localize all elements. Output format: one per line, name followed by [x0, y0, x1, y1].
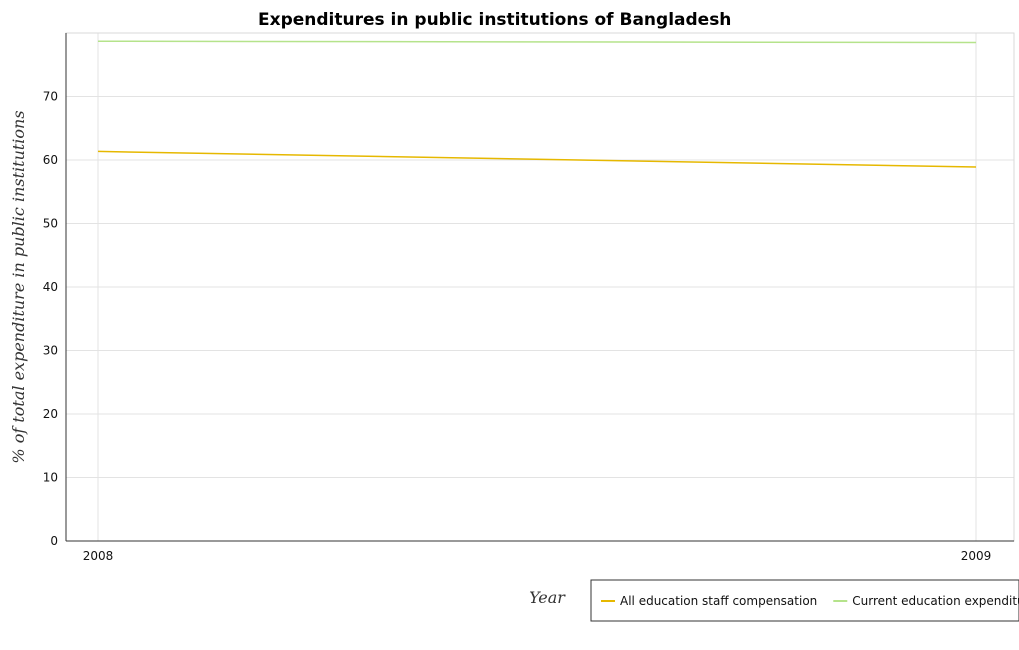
y-axis-ticks: 0 10 20 30 40 50 60 70: [43, 90, 58, 549]
y-tick-label: 20: [43, 407, 58, 421]
series-line-1: [97, 40, 977, 44]
y-tick-label: 50: [43, 217, 58, 231]
y-tick-label: 70: [43, 90, 58, 104]
y-tick-label: 30: [43, 344, 58, 358]
x-axis-title: Year: [529, 588, 566, 607]
y-tick-label: 40: [43, 280, 58, 294]
legend-label-1: Current education expenditure: [852, 594, 1019, 608]
grid: [66, 33, 1014, 542]
y-axis-title: % of total expenditure in public institu…: [9, 110, 28, 463]
x-tick-label: 2009: [961, 549, 992, 563]
series-line-0: [97, 150, 977, 168]
series-lines: [97, 40, 977, 168]
y-tick-label: 60: [43, 153, 58, 167]
chart-title: Expenditures in public institutions of B…: [258, 10, 731, 30]
y-tick-label: 10: [43, 471, 58, 485]
legend-label-0: All education staff compensation: [620, 594, 817, 608]
x-axis-ticks: 2008 2009: [83, 549, 992, 563]
plot-frame: [65, 32, 1015, 542]
x-tick-label: 2008: [83, 549, 114, 563]
y-tick-label: 0: [50, 534, 58, 548]
legend-box: [590, 579, 1019, 622]
legend: All education staff compensation Current …: [590, 579, 1019, 622]
